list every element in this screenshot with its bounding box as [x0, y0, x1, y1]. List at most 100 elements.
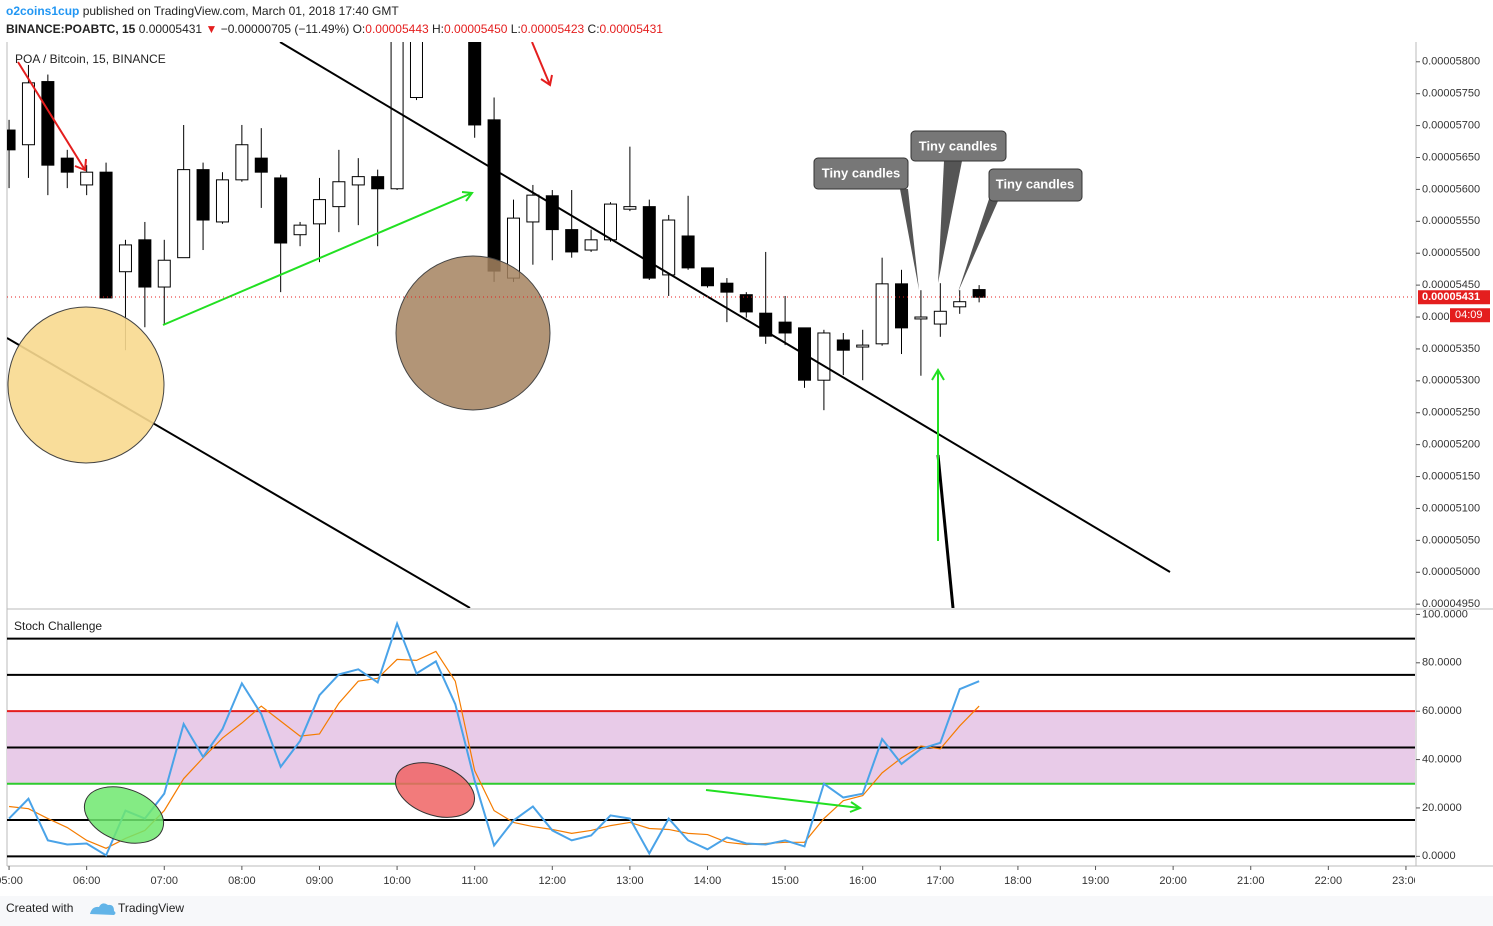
candle-body	[817, 332, 831, 381]
x-tick-label: 13:00	[616, 875, 644, 887]
last-price-label: 0.00005431	[1422, 291, 1480, 303]
candle-body	[603, 203, 617, 241]
x-tick-label: 11:00	[461, 875, 488, 887]
countdown-box	[1450, 308, 1490, 323]
symbol: BINANCE:POABTC, 15	[6, 22, 136, 36]
ohlc-value: 0.00005443	[365, 22, 429, 36]
y-tick-label: 0.00005100	[1422, 502, 1480, 514]
x-tick-label: 19:00	[1082, 875, 1110, 887]
footer-text: Created with	[6, 901, 73, 915]
callout: Tiny candles	[910, 130, 1007, 283]
time-axis: 05:00 06:00 07:00 08:00 09:00 10:00 11:00 12:00…	[0, 866, 1415, 887]
x-tick-label: 06:00	[73, 875, 101, 887]
y-tick-label: 0.00005300	[1422, 375, 1480, 387]
y-tick-label: 0.00005150	[1422, 470, 1480, 482]
candle-body	[41, 81, 55, 166]
y-tick-label: 0.0000	[1422, 850, 1456, 862]
candle-body	[545, 195, 559, 231]
arrow	[931, 368, 945, 541]
x-tick-label: 14:00	[694, 875, 722, 887]
candle-body	[953, 301, 967, 308]
candle-body	[487, 119, 501, 272]
candle-body	[215, 179, 229, 223]
candle-body	[836, 339, 850, 351]
author[interactable]: o2coins1cup	[6, 4, 79, 18]
y-tick-label: 0.00005700	[1422, 119, 1480, 131]
arrow	[17, 61, 87, 172]
candle-body	[274, 177, 288, 244]
y-tick-label: 20.0000	[1422, 802, 1462, 814]
axes: 0.00005800 0.00005750 0.00005700 0.00005650…	[1416, 56, 1480, 862]
annotation: Tiny candles	[996, 176, 1075, 191]
candle-body	[60, 157, 74, 173]
candle-body	[701, 267, 714, 287]
candle-body	[972, 289, 986, 298]
circle	[7, 306, 165, 464]
y-tick-label: 0.00004950	[1422, 598, 1480, 610]
callout: Tiny candles	[958, 168, 1083, 292]
countdown: 04:09	[1455, 309, 1483, 321]
candle-body	[642, 206, 656, 279]
candle-body	[371, 176, 385, 190]
ellipse	[83, 786, 165, 844]
x-tick-label: 05:00	[0, 875, 23, 887]
ohlc-value: 0.00005423	[521, 22, 585, 36]
y-tick-label: 0.00005800	[1422, 56, 1480, 68]
ohlc-label: C:	[588, 22, 600, 36]
price-pane	[7, 42, 986, 411]
price-labels: 0.00005431 04:09	[1418, 290, 1490, 323]
candle-body	[875, 283, 889, 345]
candle-body	[739, 294, 753, 313]
candle-body	[21, 82, 35, 146]
symbol-line: BINANCE:POABTC, 15 0.00005431 ▼ −0.00000…	[6, 22, 663, 36]
candle-body	[526, 194, 540, 223]
y-tick-label: 0.00005650	[1422, 151, 1480, 163]
y-tick-label: 0.00005000	[1422, 566, 1480, 578]
y-tick-label: 40.0000	[1422, 753, 1462, 765]
candle-body	[293, 224, 307, 236]
footer-bar	[0, 896, 1493, 926]
y-tick-label: 0.00005750	[1422, 88, 1480, 100]
candle-body	[623, 206, 637, 210]
candle-body	[584, 239, 598, 251]
candle-body	[332, 181, 346, 208]
y-tick-label: 100.0000	[1422, 608, 1468, 620]
x-tick-label: 09:00	[306, 875, 334, 887]
change: −0.00000705 (−11.49%)	[221, 22, 350, 36]
x-tick-label: 22:00	[1315, 875, 1343, 887]
annotation: Tiny candles	[822, 165, 901, 180]
candle-body	[138, 239, 152, 288]
trend-line	[279, 42, 1171, 573]
candle-body	[468, 42, 482, 126]
pane-title: POA / Bitcoin, 15, BINANCE	[15, 52, 166, 66]
callout: Tiny candles	[813, 157, 919, 290]
arrow	[531, 42, 553, 87]
candle-body	[914, 316, 928, 320]
annotation: Tiny candles	[919, 138, 998, 153]
x-tick-label: 08:00	[228, 875, 256, 887]
ohlc-value: 0.00005450	[444, 22, 508, 36]
stoch-line	[8, 650, 980, 850]
x-tick-label: 15:00	[771, 875, 799, 887]
y-tick-label: 0.00005500	[1422, 247, 1480, 259]
candle-body	[720, 282, 734, 293]
y-tick-label: 0.00005350	[1422, 343, 1480, 355]
candle-body	[157, 259, 171, 288]
y-tick-label: 0.00005250	[1422, 407, 1480, 419]
indicator-title: Stoch Challenge	[14, 619, 102, 633]
candle-body	[681, 235, 695, 269]
candle-body	[565, 229, 579, 253]
published: published on TradingView.com, March 01, …	[83, 4, 400, 18]
candle-body	[662, 219, 676, 276]
candle-body	[80, 171, 94, 186]
brand[interactable]: TradingView	[118, 901, 184, 915]
x-tick-label: 07:00	[150, 875, 178, 887]
candle-body	[118, 244, 132, 273]
drawings: Tiny candles Tiny candles Tiny candles	[7, 42, 1415, 608]
candle-body	[235, 144, 249, 181]
x-tick-label: 18:00	[1004, 875, 1032, 887]
x-tick-label: 12:00	[539, 875, 567, 887]
x-tick-label: 20:00	[1159, 875, 1187, 887]
stoch-line	[8, 620, 980, 857]
